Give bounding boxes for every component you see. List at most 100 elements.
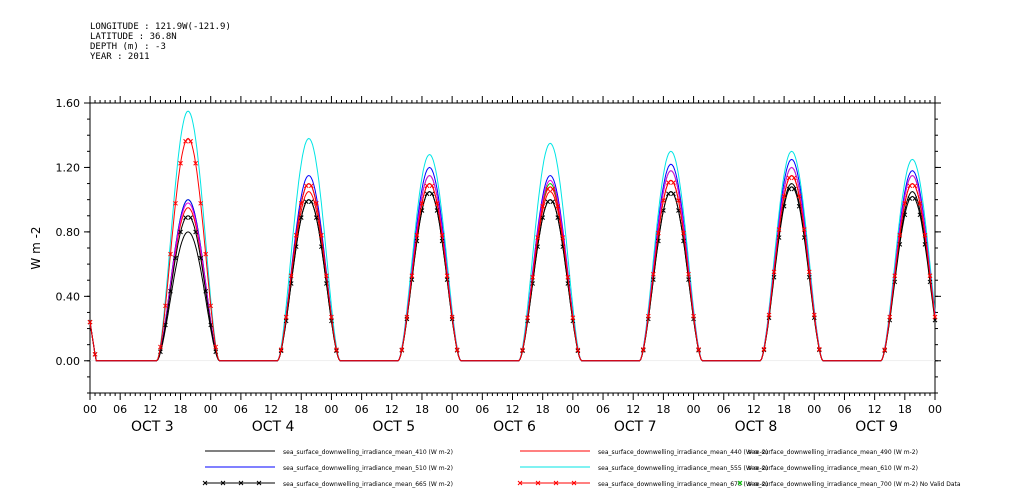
series-marker-670 (550, 186, 556, 192)
series-marker-670 (429, 183, 435, 189)
series-marker-665 (173, 255, 178, 261)
x-hour-tick-label: 18 (656, 403, 670, 416)
series-line-555 (89, 110, 936, 362)
series-marker-670 (288, 273, 294, 279)
x-hour-tick-label: 06 (596, 403, 610, 416)
series-marker-670 (334, 347, 339, 353)
series-marker-670 (183, 138, 188, 144)
series-marker-670 (203, 251, 209, 257)
series-marker-670 (163, 303, 168, 309)
series-marker-670 (907, 183, 913, 189)
series-marker-665 (550, 199, 556, 205)
x-hour-tick-label: 12 (868, 403, 882, 416)
series-marker-670 (293, 232, 299, 238)
longitude-label: LONGITUDE : 121.9W(-121.9) (90, 22, 231, 32)
latitude-label: LATITUDE : 36.8N (90, 32, 177, 42)
legend-marker-8 (737, 480, 743, 486)
x-hour-tick-label: 00 (83, 403, 97, 416)
y-axis-label: W m -2 (29, 226, 43, 269)
series-marker-670 (922, 232, 928, 238)
series-marker-665 (806, 274, 812, 280)
series-marker-670 (540, 203, 546, 209)
x-hour-tick-label: 18 (415, 403, 429, 416)
series-marker-670 (208, 303, 214, 309)
series-marker-670 (676, 198, 681, 203)
x-hour-tick-label: 00 (324, 403, 338, 416)
x-day-label: OCT 4 (252, 419, 295, 435)
series-marker-665 (912, 196, 918, 201)
series-marker-670 (932, 314, 938, 320)
x-hour-tick-label: 00 (687, 403, 701, 416)
legend-marker-6 (256, 480, 262, 486)
series-marker-670 (158, 344, 163, 350)
series-marker-670 (439, 232, 445, 238)
series-marker-670 (882, 347, 888, 353)
x-hour-tick-label: 12 (626, 403, 640, 416)
legend-marker-6 (202, 480, 208, 486)
series-marker-670 (168, 251, 173, 257)
series-marker-670 (661, 198, 666, 203)
plot-metadata-header: LONGITUDE : 121.9W(-121.9) LATITUDE : 36… (90, 22, 231, 62)
series-marker-670 (404, 314, 410, 320)
y-tick-label: 0.00 (56, 355, 81, 368)
legend-marker-7 (517, 480, 523, 486)
series-marker-670 (801, 227, 807, 232)
series-marker-665 (907, 196, 913, 201)
series-marker-670 (555, 203, 561, 209)
x-hour-tick-label: 18 (777, 403, 791, 416)
series-marker-670 (409, 273, 415, 279)
series-marker-670 (766, 312, 772, 318)
series-marker-670 (671, 180, 676, 185)
series-marker-665 (771, 274, 777, 280)
series-marker-670 (283, 314, 289, 320)
series-marker-670 (666, 180, 671, 185)
series-marker-670 (681, 230, 686, 236)
legend-label-5: sea_surface_downwelling_irradiance_mean_… (748, 465, 918, 472)
series-marker-670 (535, 235, 541, 240)
series-marker-670 (319, 232, 324, 238)
series-marker-670 (173, 200, 178, 206)
legend-label-1: sea_surface_downwelling_irradiance_mean_… (598, 449, 768, 456)
x-hour-tick-label: 06 (717, 403, 731, 416)
series-marker-670 (520, 347, 525, 353)
x-hour-tick-label: 12 (747, 403, 761, 416)
x-hour-tick-label: 06 (837, 403, 851, 416)
series-marker-670 (806, 269, 812, 275)
series-marker-670 (419, 200, 425, 206)
series-marker-670 (545, 186, 551, 192)
series-marker-670 (902, 200, 908, 206)
series-marker-670 (811, 312, 817, 318)
legend-marker-7 (553, 480, 559, 486)
series-marker-665 (424, 191, 430, 197)
legend-label-4: sea_surface_downwelling_irradiance_mean_… (598, 465, 768, 472)
x-hour-tick-label: 18 (174, 403, 188, 416)
series-marker-665 (203, 288, 209, 294)
series-marker-670 (650, 271, 656, 277)
series-marker-670 (781, 193, 787, 199)
series-marker-670 (434, 200, 440, 206)
series-marker-670 (696, 347, 701, 352)
series-marker-670 (454, 347, 460, 353)
y-tick-label: 0.80 (56, 226, 81, 239)
legend-marker-7 (535, 480, 541, 486)
legend-label-8: sea_surface_downwelling_irradiance_mean_… (748, 481, 961, 488)
x-hour-tick-label: 06 (234, 403, 248, 416)
series-marker-670 (560, 235, 566, 240)
series-marker-670 (449, 314, 455, 320)
depth-label: DEPTH (m) : -3 (90, 42, 166, 52)
series-marker-670 (444, 273, 450, 279)
legend-label-3: sea_surface_downwelling_irradiance_mean_… (283, 465, 453, 472)
series-marker-670 (776, 227, 782, 232)
series-marker-665 (671, 191, 676, 197)
x-hour-tick-label: 18 (294, 403, 308, 416)
series-marker-670 (786, 175, 792, 181)
series-marker-665 (308, 199, 314, 205)
x-hour-tick-label: 06 (113, 403, 127, 416)
series-marker-665 (208, 322, 214, 328)
series-marker-670 (917, 200, 923, 206)
x-hour-tick-label: 06 (475, 403, 489, 416)
series-marker-670 (178, 160, 183, 166)
series-marker-665 (313, 215, 319, 221)
series-marker-670 (565, 274, 571, 280)
